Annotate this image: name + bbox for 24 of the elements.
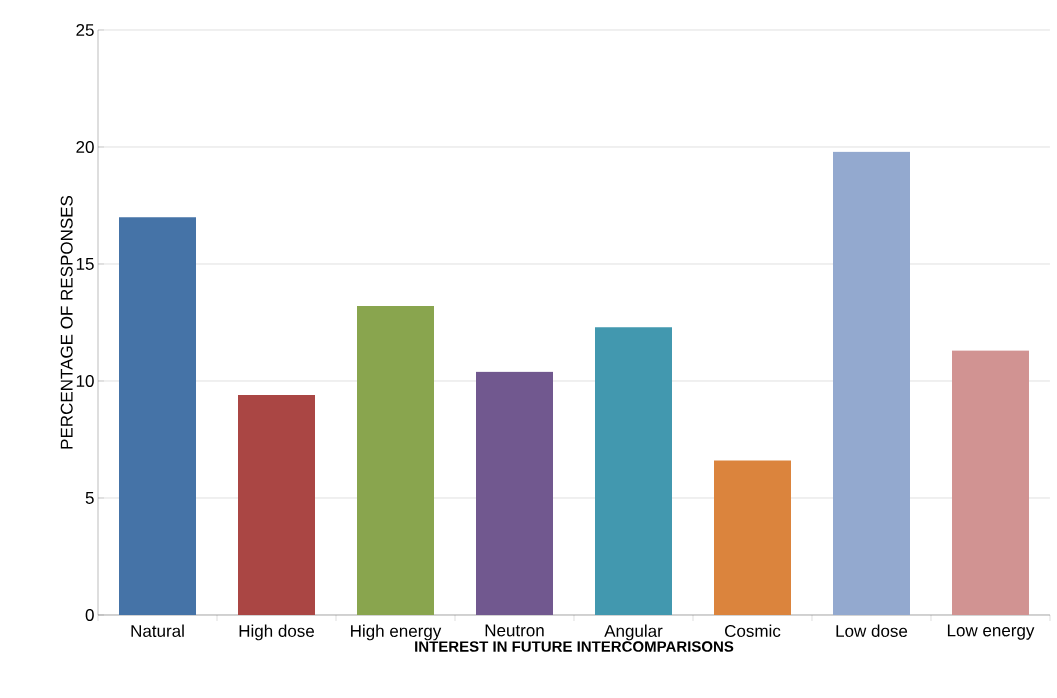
y-tick-label: 5 [85, 492, 94, 504]
y-tick-label: 10 [76, 374, 94, 388]
y-tick-label: 0 [85, 608, 94, 622]
bar [357, 306, 434, 615]
y-tick-label: 20 [76, 140, 94, 154]
bar [833, 151, 910, 615]
x-axis-title: INTEREST IN FUTURE INTERCOMPARISONS [415, 641, 734, 652]
bar [714, 460, 791, 615]
bar [238, 395, 316, 615]
bar [119, 217, 197, 615]
x-tick-label: Neutron [485, 624, 544, 637]
y-tick-label: 25 [76, 23, 94, 37]
x-tick-label: Natural [131, 624, 184, 638]
x-tick-label: Low energy [947, 624, 1035, 640]
x-tick-label: Angular [604, 624, 663, 641]
x-tick-label: High dose [239, 624, 314, 641]
y-tick-label: 15 [76, 258, 94, 270]
x-tick-label: Cosmic [725, 624, 781, 638]
x-tick-label: Low dose [836, 624, 908, 638]
y-axis-title: PERCENTAGE OF RESPONSES [60, 195, 73, 449]
bar [595, 327, 672, 615]
bar [476, 371, 553, 615]
bar [951, 350, 1029, 615]
x-tick-label: High energy [351, 624, 442, 641]
